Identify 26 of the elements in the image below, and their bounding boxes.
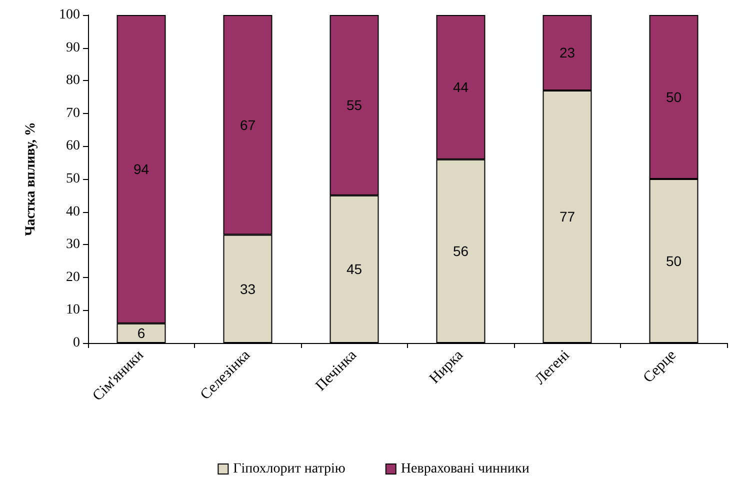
data-label: 56 — [452, 243, 469, 260]
y-tick-label: 20 — [66, 270, 80, 285]
y-axis-title: Частка впливу, % — [24, 122, 38, 236]
data-label: 45 — [346, 261, 362, 278]
data-label: 67 — [240, 116, 256, 133]
y-tick-label: 90 — [66, 40, 80, 56]
y-tick-label: 100 — [59, 8, 80, 22]
y-tick-label: 60 — [66, 138, 80, 154]
y-tick-label: 0 — [73, 336, 80, 350]
data-label: 44 — [452, 79, 469, 96]
data-label: 50 — [666, 89, 682, 105]
y-tick-label: 10 — [66, 302, 80, 318]
data-label: 33 — [240, 280, 256, 297]
data-label: 23 — [559, 44, 576, 61]
data-label: 94 — [133, 161, 150, 178]
y-tick-label: 30 — [66, 237, 80, 252]
y-tick-label: 80 — [66, 73, 80, 88]
data-label: 6 — [137, 325, 146, 342]
y-tick-label: 40 — [66, 204, 80, 220]
data-label: 77 — [559, 208, 576, 225]
y-tick-label: 50 — [66, 172, 80, 186]
data-label: 55 — [346, 97, 362, 114]
legend-label: Невраховані чинники — [400, 462, 530, 476]
data-label: 50 — [666, 253, 682, 269]
legend-label: Гіпохлорит натрію — [233, 462, 346, 476]
y-tick-label: 70 — [66, 106, 80, 121]
